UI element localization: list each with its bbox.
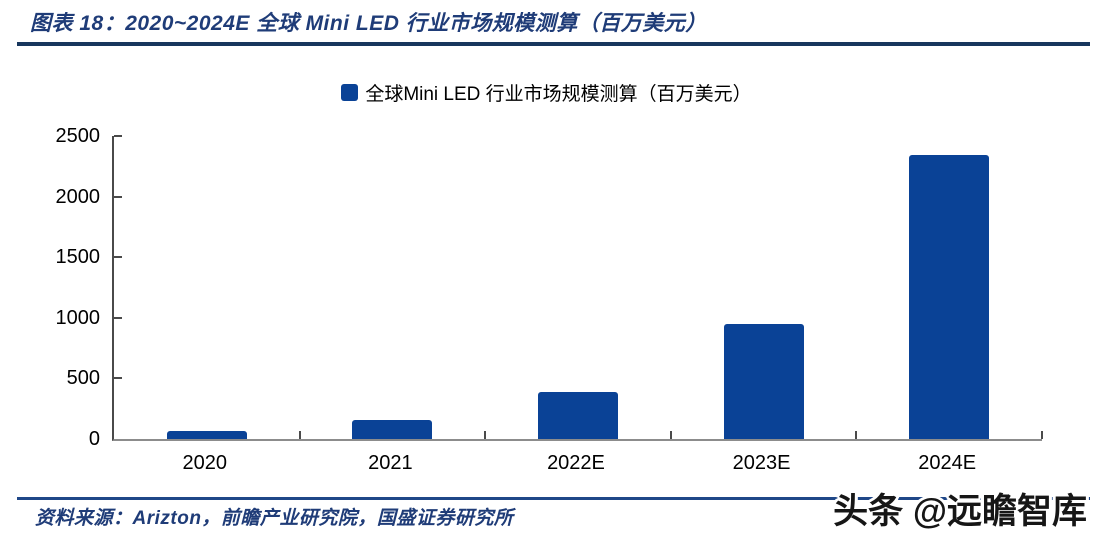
y-tick-label: 500	[66, 367, 100, 390]
x-tick-label: 2022E	[547, 452, 605, 474]
y-tick-label: 2500	[55, 125, 101, 147]
bar-chart-plot-area	[112, 135, 1043, 441]
y-tick-label: 1000	[55, 306, 101, 329]
x-tick-label: 2020	[182, 452, 228, 474]
x-tick-mark	[855, 431, 858, 439]
x-tick-mark	[298, 431, 301, 439]
y-tick-mark	[114, 377, 122, 380]
x-tick-mark	[484, 431, 487, 439]
y-tick-mark	[114, 135, 122, 137]
watermark: 头条 @远瞻智库	[833, 492, 1087, 531]
bar-2024E	[909, 155, 990, 439]
x-tick-mark	[1041, 431, 1043, 439]
y-tick-label: 1500	[55, 246, 101, 269]
x-tick-mark	[669, 431, 672, 439]
source-note: 资料来源：Arizton，前瞻产业研究院，国盛证券研究所	[35, 508, 514, 529]
figure-title: 图表 18：2020~2024E 全球 Mini LED 行业市场规模测算（百万…	[30, 12, 707, 35]
y-tick-mark	[114, 256, 122, 259]
bar-2023E	[723, 323, 804, 439]
legend-label: 全球Mini LED 行业市场规模测算（百万美元）	[365, 84, 752, 105]
x-tick-label: 2021	[368, 452, 413, 474]
chart-legend: 全球Mini LED 行业市场规模测算（百万美元）	[0, 79, 1093, 106]
y-tick-label: 2000	[55, 185, 101, 208]
y-tick-mark	[114, 195, 122, 198]
bar-2022E	[538, 392, 618, 439]
legend-swatch	[341, 84, 359, 101]
bar-2020	[166, 431, 247, 439]
y-tick-label: 0	[88, 428, 100, 450]
footer-divider	[17, 497, 1090, 500]
title-divider	[17, 42, 1090, 46]
x-tick-label: 2024E	[918, 452, 977, 474]
y-tick-mark	[114, 316, 122, 319]
bar-2021	[352, 419, 433, 439]
x-tick-label: 2023E	[732, 452, 791, 474]
